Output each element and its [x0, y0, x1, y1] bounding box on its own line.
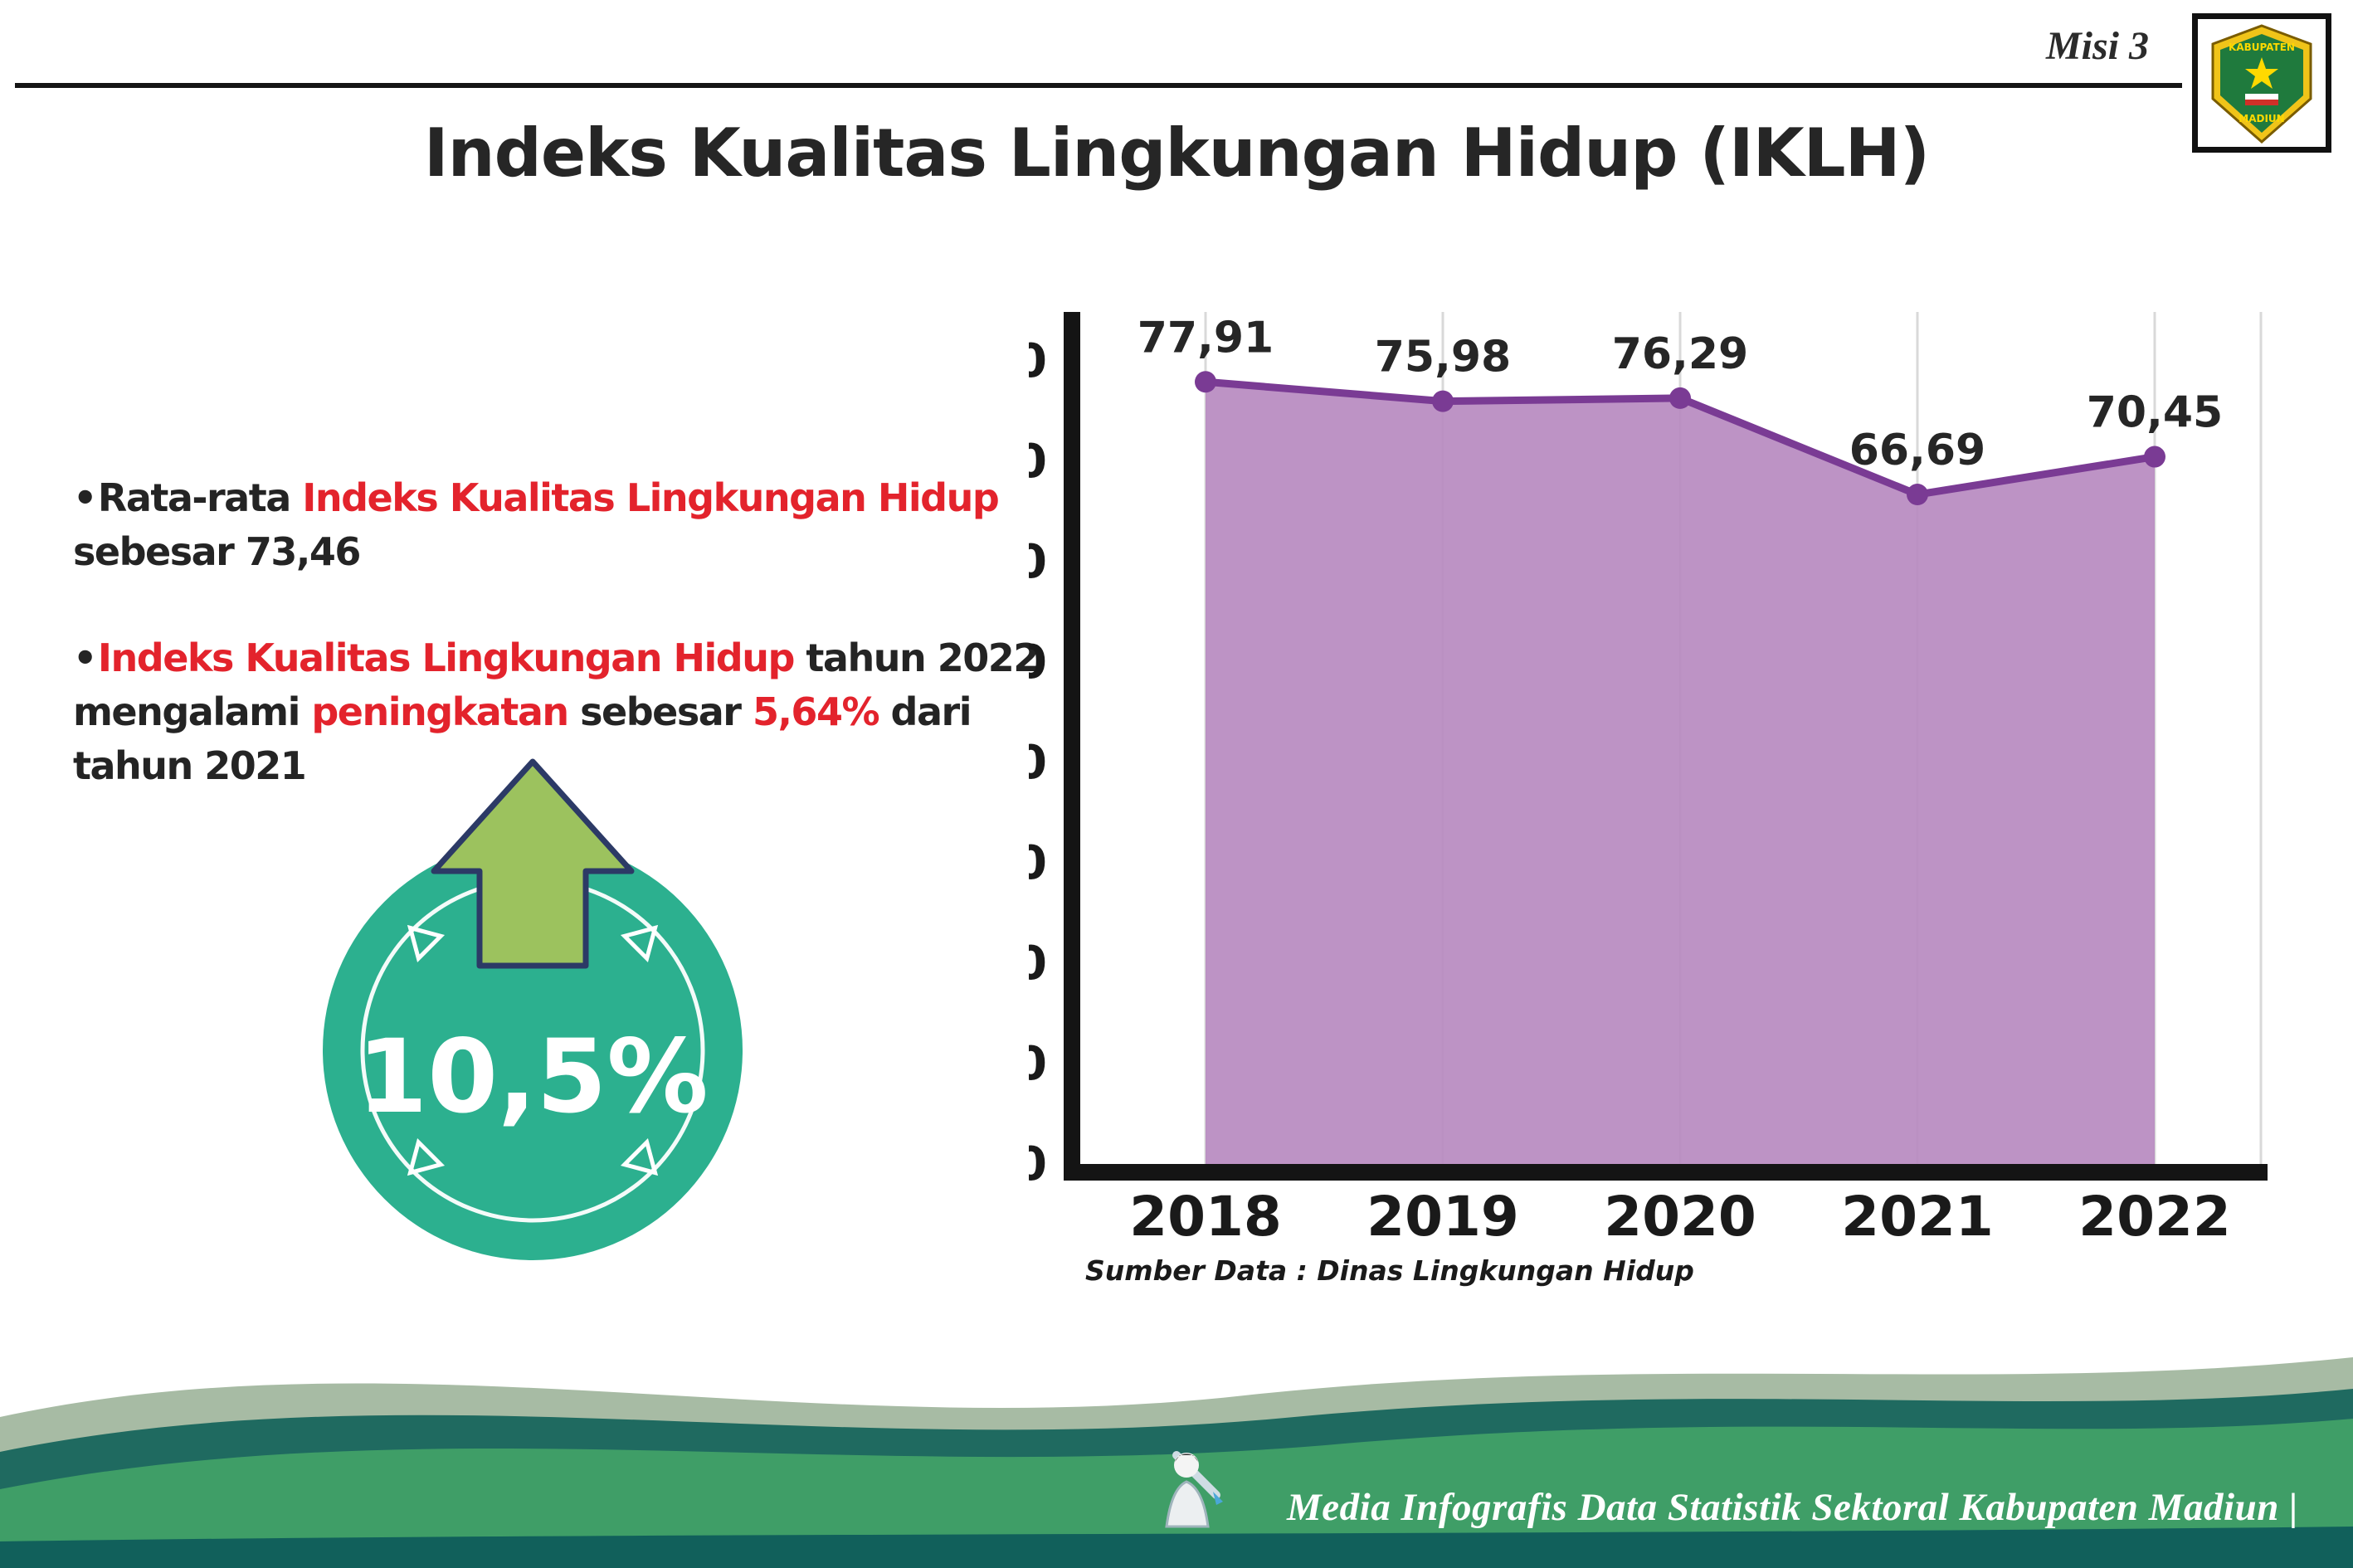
bullet-average-iklh: •Rata-rata Indeks Kualitas Lingkungan Hi… [73, 471, 1060, 580]
y-axis [1064, 312, 1080, 1181]
y-axis-tick-label: 60 [1029, 535, 1047, 589]
bullet1-text-3: sebesar 73,46 [73, 529, 361, 575]
kabupaten-madiun-crest-icon: KABUPATEN MADIUN [2211, 24, 2312, 144]
y-axis-tick-label: 70 [1029, 435, 1047, 489]
chart-value-label: 70,45 [2087, 388, 2223, 438]
header-rule [15, 83, 2182, 88]
chart-value-label: 75,98 [1375, 333, 1511, 382]
chart-value-label: 66,69 [1849, 426, 1985, 475]
crest-top-text: KABUPATEN [2229, 41, 2295, 53]
ring-triangle-se-icon [620, 1137, 659, 1176]
x-axis-label: 2020 [1604, 1185, 1756, 1249]
x-axis [1064, 1164, 2268, 1181]
y-axis-tick-label: 0 [1029, 1137, 1047, 1191]
footer-credit: Media Infografis Data Statistik Sektoral… [1287, 1486, 2298, 1529]
percent-circle [323, 840, 743, 1260]
crest-band-red [2245, 100, 2278, 105]
bullet-dot: • [73, 475, 97, 520]
mascot-icon [1165, 1451, 1223, 1528]
bullet-dot: • [73, 635, 97, 680]
up-arrow-icon [431, 758, 635, 969]
x-axis-label: 2021 [1841, 1185, 1994, 1249]
bullet2-text-4: sebesar [568, 689, 753, 734]
ring-triangle-ne-icon [620, 924, 659, 963]
increase-percentage: 10,5% [357, 1018, 708, 1136]
chart-point [1195, 371, 1216, 393]
bullet2-text-3: peningkatan [311, 689, 569, 734]
chart-point [1907, 484, 1928, 506]
bullet-increase-2022: •Indeks Kualitas Lingkungan Hidup tahun … [73, 631, 1060, 794]
chart-point [1432, 390, 1454, 412]
crest-bottom-text: MADIUN [2239, 113, 2284, 124]
chart-value-label: 77,91 [1138, 313, 1274, 363]
y-axis-tick-label: 10 [1029, 1037, 1047, 1091]
increase-badge-graphic: 10,5% [323, 758, 743, 1260]
bullet1-text-2: Indeks Kualitas Lingkungan Hidup [302, 475, 1000, 520]
y-axis-tick-label: 40 [1029, 736, 1047, 790]
mascot-body [1165, 1480, 1210, 1528]
chart-value-label: 76,29 [1612, 329, 1748, 379]
iklh-area-chart: 0 10 20 30 40 50 60 70 80 2018 2019 2020 2021 2022 77,… [1029, 299, 2323, 1327]
key-points: •Rata-rata Indeks Kualitas Lingkungan Hi… [73, 471, 1060, 845]
mascot-head [1174, 1453, 1199, 1478]
bullet2-text-5: 5,64% [752, 689, 880, 734]
footer-wave-bottom-strip [0, 1527, 2353, 1568]
crest-inner-shield [2220, 34, 2303, 133]
bullet2-text-6: dari tahun 2021 [73, 689, 972, 789]
chart-point [1669, 387, 1691, 409]
chart-area [1206, 382, 2155, 1164]
y-axis-tick-label: 50 [1029, 635, 1047, 689]
page-title: Indeks Kualitas Lingkungan Hidup (IKLH) [423, 114, 1930, 192]
ring-triangle-nw-icon [407, 924, 446, 963]
bullet2-text-1: Indeks Kualitas Lingkungan Hidup [97, 635, 796, 680]
logo-frame: KABUPATEN MADIUN [2192, 13, 2331, 153]
y-axis-tick-label: 30 [1029, 836, 1047, 890]
bullet2-text-2: tahun 2022 mengalami [73, 635, 1040, 734]
chart-source-note: Sumber Data : Dinas Lingkungan Hidup [1085, 1254, 1694, 1287]
footer-waves [0, 1357, 2353, 1568]
y-axis-tick-label: 80 [1029, 334, 1047, 388]
mascot-pencil-tip [1213, 1492, 1223, 1505]
chart-point [2144, 446, 2165, 468]
x-axis-label: 2019 [1366, 1185, 1519, 1249]
ring-triangle-sw-icon [407, 1137, 446, 1176]
crest-star [2245, 57, 2278, 89]
iklh-chart-svg: 0 10 20 30 40 50 60 70 80 2018 2019 2020 2021 2022 77,… [1029, 312, 2268, 1249]
y-axis-tick-label: 20 [1029, 937, 1047, 991]
increase-badge: 10,5% [299, 740, 780, 1288]
bullet1-text-1: Rata-rata [97, 475, 303, 520]
x-axis-label: 2022 [2078, 1185, 2231, 1249]
x-axis-label: 2018 [1129, 1185, 1282, 1249]
misi-label: Misi 3 [2045, 24, 2149, 68]
